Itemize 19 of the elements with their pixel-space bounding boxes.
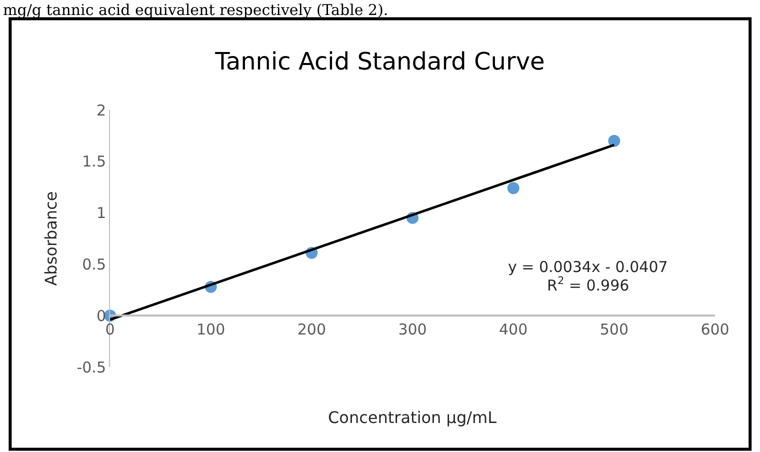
y-tick-label: 1 [96,204,106,222]
point [608,134,620,147]
point [507,182,520,194]
chart-title: Tannic Acid Standard Curve [214,47,545,76]
y-tick-label: 1.5 [82,152,106,171]
x-tick-label: 600 [700,320,730,338]
x-axis-title: Concentration µg/mL [328,408,497,427]
y-axis-title: Absorbance [42,191,61,286]
x-tick-label: 100 [196,320,226,338]
y-tick-label: 2 [96,101,106,120]
annotation: y = 0.0034x - 0.0407 [508,258,668,276]
y-tick-label: -0.5 [76,358,106,376]
annotation: R$^{2}$ = 0.996 [547,275,630,294]
x-tick-label: 500 [600,320,628,338]
y-tick-label: 0.5 [82,255,106,274]
x-tick-label: 200 [297,320,326,338]
x-tick-label: 400 [499,320,528,338]
y-tick-label: 0 [96,306,106,325]
x-tick-label: 300 [398,320,427,338]
